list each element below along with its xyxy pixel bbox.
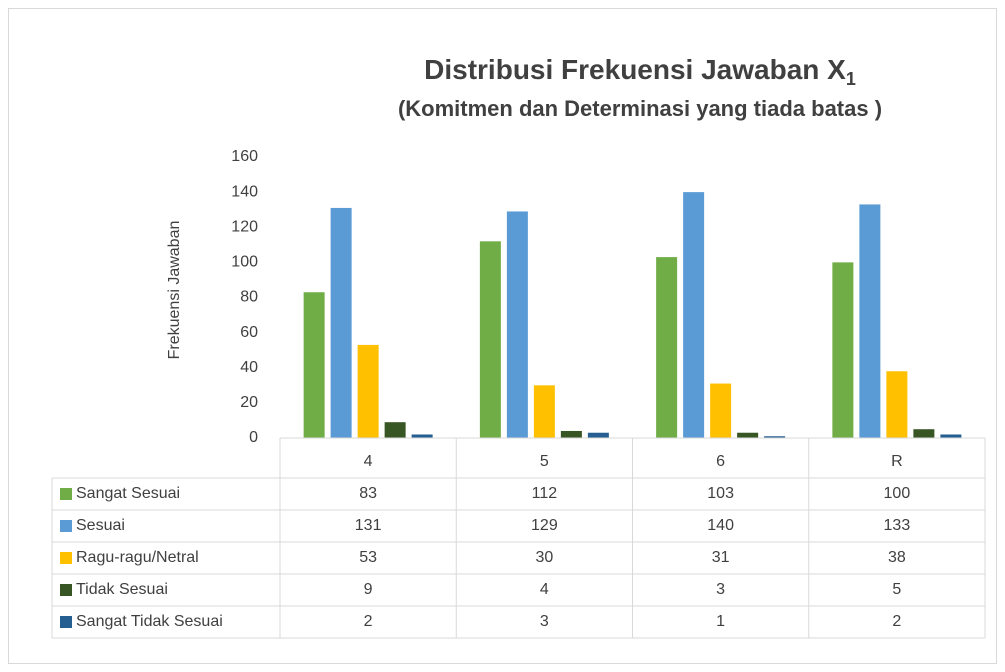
table-value: 53 (359, 549, 377, 566)
y-tick-label: 160 (231, 148, 258, 165)
bar (832, 262, 854, 438)
bar (411, 434, 433, 438)
bar (859, 204, 881, 438)
y-tick-label: 0 (249, 429, 258, 446)
table-value: 2 (364, 613, 373, 630)
bar (656, 257, 678, 438)
bar (764, 436, 786, 438)
x-tick-label: 6 (716, 453, 725, 470)
bar (506, 211, 528, 438)
chart-title: Distribusi Frekuensi Jawaban X1 (424, 54, 856, 88)
table-value: 3 (716, 581, 725, 598)
table-value: 129 (531, 517, 558, 534)
table-value: 9 (364, 581, 373, 598)
bar (940, 434, 962, 438)
y-tick-label: 20 (240, 394, 258, 411)
y-tick-label: 60 (240, 324, 258, 341)
y-tick-label: 40 (240, 359, 258, 376)
legend-swatch (60, 520, 72, 532)
legend-label: Sangat Tidak Sesuai (76, 613, 223, 630)
bar (384, 422, 406, 438)
bar (479, 241, 501, 438)
legend-label: Tidak Sesuai (76, 581, 168, 598)
bar (683, 192, 705, 438)
table-value: 100 (884, 485, 911, 502)
legend-swatch (60, 488, 72, 500)
bar (303, 292, 325, 438)
table-value: 112 (532, 485, 558, 502)
table-value: 2 (892, 613, 901, 630)
table-value: 31 (712, 549, 730, 566)
table-value: 133 (884, 517, 911, 534)
y-axis-label: Frekuensi Jawaban (166, 221, 183, 360)
legend-label: Sangat Sesuai (76, 485, 180, 502)
table-value: 4 (540, 581, 549, 598)
legend-swatch (60, 584, 72, 596)
legend-swatch (60, 616, 72, 628)
bar (357, 344, 379, 438)
chart-border (8, 8, 997, 664)
bar (330, 207, 352, 438)
bar (737, 432, 759, 438)
table-value: 38 (888, 549, 906, 566)
table-value: 5 (892, 581, 901, 598)
table-value: 140 (707, 517, 734, 534)
legend-swatch (60, 552, 72, 564)
bar (560, 430, 582, 438)
y-tick-label: 120 (231, 218, 258, 235)
x-tick-label: R (891, 453, 903, 470)
table-value: 30 (535, 549, 553, 566)
x-tick-label: 4 (364, 453, 373, 470)
y-tick-label: 100 (231, 254, 258, 271)
legend-label: Sesuai (76, 517, 125, 534)
x-tick-label: 5 (540, 453, 549, 470)
table-value: 3 (540, 613, 549, 630)
y-tick-label: 80 (240, 289, 258, 306)
table-value: 1 (716, 613, 725, 630)
table-value: 131 (355, 517, 382, 534)
bar (587, 432, 609, 438)
y-tick-label: 140 (231, 183, 258, 200)
bar (533, 385, 555, 438)
table-value: 103 (707, 485, 734, 502)
legend-label: Ragu-ragu/Netral (76, 549, 199, 566)
chart-subtitle: (Komitmen dan Determinasi yang tiada bat… (398, 96, 882, 121)
bar (913, 429, 935, 438)
bar (886, 371, 908, 438)
bar (710, 383, 732, 438)
table-value: 83 (359, 485, 377, 502)
